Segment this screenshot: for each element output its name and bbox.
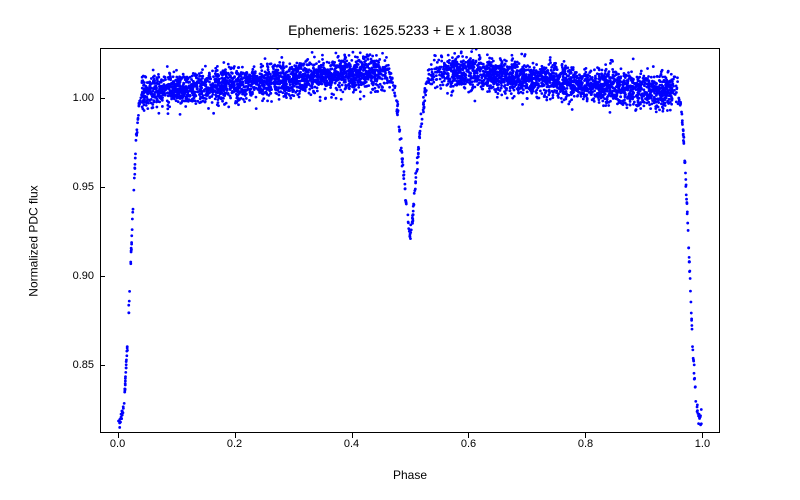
chart-title: Ephemeris: 1625.5233 + E x 1.8038 — [0, 22, 800, 38]
y-tick-label: 0.85 — [54, 359, 94, 371]
y-tick-label: 0.95 — [54, 181, 94, 193]
y-tick-label: 0.90 — [54, 270, 94, 282]
scatter-plot — [101, 49, 719, 432]
x-tick-label: 0.4 — [344, 438, 359, 450]
x-tick-label: 0.2 — [227, 438, 242, 450]
y-axis-label: Normalized PDC flux — [24, 48, 44, 433]
y-tick-mark — [100, 98, 105, 99]
x-tick-label: 1.0 — [695, 438, 710, 450]
x-tick-label: 0.8 — [578, 438, 593, 450]
x-axis-label: Phase — [100, 468, 720, 482]
x-tick-label: 0.6 — [461, 438, 476, 450]
plot-area — [100, 48, 720, 433]
y-tick-label: 1.00 — [54, 92, 94, 104]
y-tick-mark — [100, 187, 105, 188]
x-tick-label: 0.0 — [110, 438, 125, 450]
y-tick-mark — [100, 365, 105, 366]
figure: Ephemeris: 1625.5233 + E x 1.8038 Normal… — [0, 0, 800, 500]
y-tick-mark — [100, 276, 105, 277]
